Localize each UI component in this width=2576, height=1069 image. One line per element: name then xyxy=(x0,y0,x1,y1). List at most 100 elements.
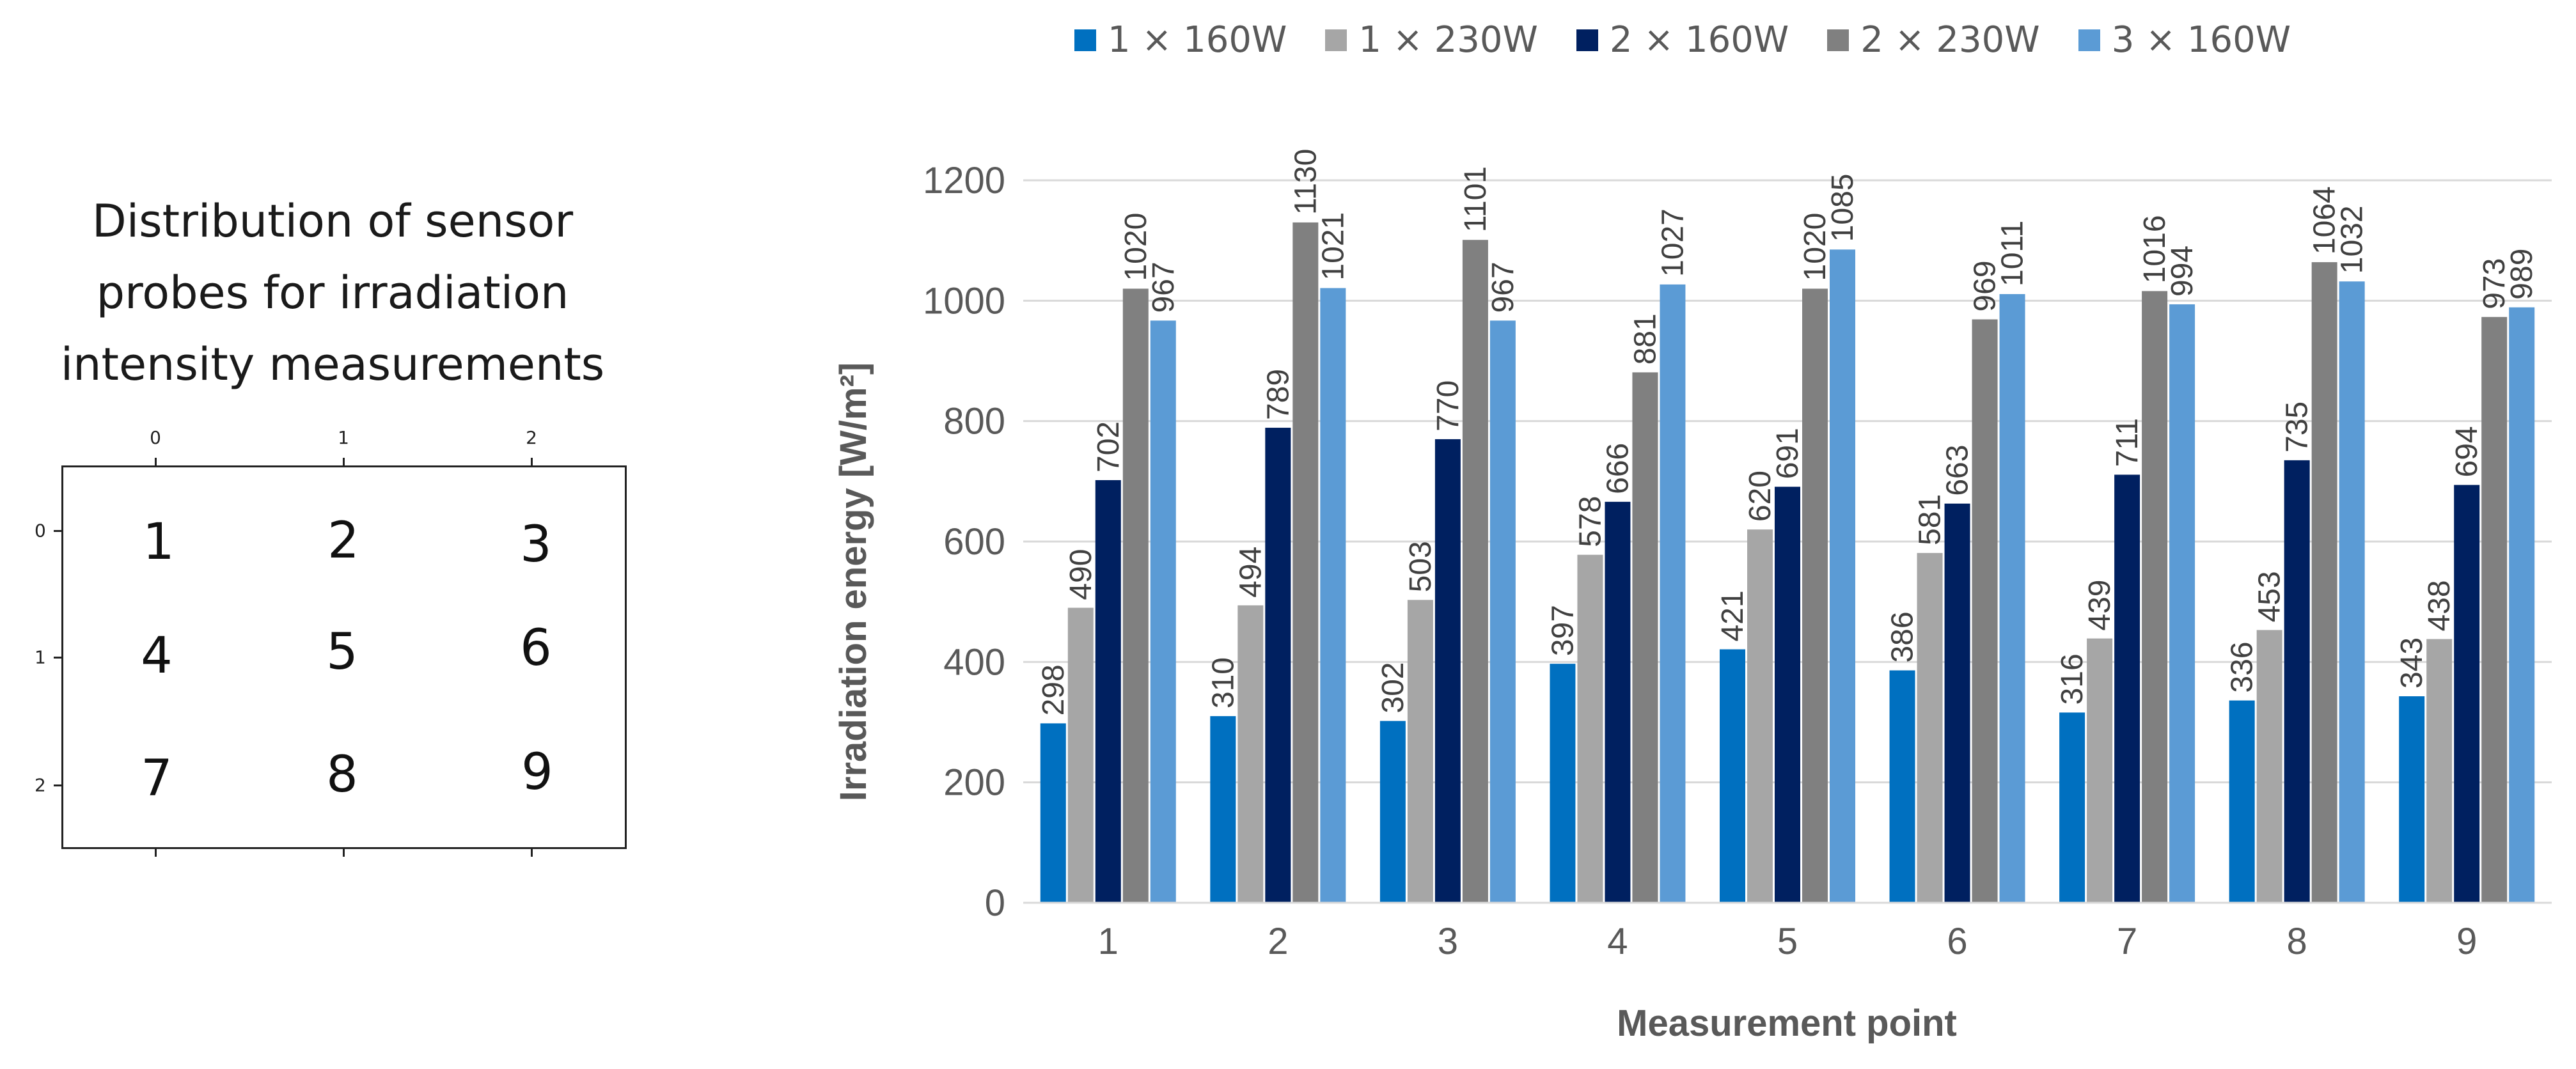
bar xyxy=(1462,240,1488,903)
sensor-point-5: 5 xyxy=(326,623,358,681)
data-label: 503 xyxy=(1404,541,1438,592)
bar xyxy=(2454,485,2480,903)
bar xyxy=(1775,487,1800,903)
data-label: 310 xyxy=(1206,657,1240,708)
data-label: 298 xyxy=(1037,664,1071,715)
data-label: 666 xyxy=(1601,443,1635,494)
sensor-point-7: 7 xyxy=(141,750,173,808)
bar xyxy=(1720,649,1745,903)
x-tick-label: 2 xyxy=(1268,921,1288,962)
sensor-point-9: 9 xyxy=(521,744,553,801)
data-label: 1027 xyxy=(1656,208,1690,277)
bar xyxy=(1265,428,1291,903)
x-tick-label: 3 xyxy=(1438,921,1458,962)
legend-swatch xyxy=(1827,29,1850,51)
data-label: 343 xyxy=(2395,637,2429,689)
bar xyxy=(1632,372,1658,903)
y-tick-label: 0 xyxy=(985,882,1005,924)
data-label: 578 xyxy=(1573,496,1607,547)
bar xyxy=(2256,630,2282,903)
bar xyxy=(1747,529,1773,903)
bar xyxy=(2114,474,2140,903)
bar xyxy=(2284,460,2310,903)
bar xyxy=(1210,716,1236,903)
y-tick-label: 400 xyxy=(943,641,1005,683)
layout-tick-mark xyxy=(54,657,61,659)
data-label: 1064 xyxy=(2308,186,2342,254)
layout-title: Distribution of sensor probes for irradi… xyxy=(45,185,620,400)
y-axis-title: Irradiation energy [W/m²] xyxy=(833,363,874,801)
data-label: 421 xyxy=(1716,590,1750,641)
layout-tick-mark xyxy=(531,458,533,465)
data-label: 1020 xyxy=(1119,213,1153,281)
layout-y-tick: 1 xyxy=(35,646,46,668)
data-label: 1016 xyxy=(2138,215,2172,283)
bar xyxy=(2426,639,2453,903)
sensor-point-2: 2 xyxy=(327,512,359,570)
bar xyxy=(1830,249,1855,903)
y-tick-label: 800 xyxy=(943,401,1005,442)
layout-tick-mark xyxy=(155,458,157,465)
y-tick-label: 1000 xyxy=(923,280,1005,322)
bar xyxy=(1917,552,1943,903)
data-label: 336 xyxy=(2226,642,2259,693)
bar xyxy=(1999,293,2025,903)
data-label: 620 xyxy=(1743,471,1777,522)
data-label: 302 xyxy=(1376,662,1410,714)
data-label: 694 xyxy=(2450,426,2484,477)
x-tick-label: 5 xyxy=(1777,921,1798,962)
bar xyxy=(1577,554,1603,903)
bar xyxy=(1320,288,1346,903)
data-label: 1020 xyxy=(1798,213,1832,281)
data-label: 494 xyxy=(1234,547,1268,598)
bar xyxy=(2339,281,2365,903)
data-label: 1021 xyxy=(1316,212,1350,281)
data-label: 438 xyxy=(2423,580,2456,631)
bar xyxy=(1660,284,1686,903)
legend-label: 1 × 230W xyxy=(1358,19,1538,61)
layout-tick-mark xyxy=(54,784,61,786)
data-label: 581 xyxy=(1913,494,1947,545)
data-label: 702 xyxy=(1092,421,1126,472)
layout-y-tick: 0 xyxy=(35,520,46,542)
legend-item: 1 × 160W xyxy=(1074,19,1287,61)
bar xyxy=(2229,700,2255,903)
data-label: 439 xyxy=(2083,580,2117,631)
data-label: 711 xyxy=(2110,418,2144,467)
legend-item: 1 × 230W xyxy=(1325,19,1538,61)
data-label: 994 xyxy=(2165,246,2199,297)
bar xyxy=(2509,307,2535,903)
sensor-point-4: 4 xyxy=(141,627,173,685)
legend-label: 2 × 230W xyxy=(1860,19,2040,61)
legend-swatch xyxy=(2078,29,2100,51)
sensor-point-1: 1 xyxy=(143,513,175,571)
data-label: 1011 xyxy=(1996,221,2030,286)
layout-x-tick: 0 xyxy=(150,427,161,448)
bar xyxy=(2087,638,2113,903)
data-label: 397 xyxy=(1546,605,1580,656)
data-label: 989 xyxy=(2505,249,2539,300)
x-tick-label: 1 xyxy=(1098,921,1119,962)
layout-tick-mark xyxy=(54,530,61,532)
data-label: 973 xyxy=(2478,258,2511,309)
data-label: 490 xyxy=(1064,549,1098,600)
data-label: 691 xyxy=(1771,428,1805,479)
legend-label: 2 × 160W xyxy=(1609,19,1789,61)
layout-tick-mark xyxy=(343,458,345,465)
x-tick-label: 6 xyxy=(1947,921,1967,962)
data-label: 967 xyxy=(1147,261,1181,313)
bar xyxy=(2481,316,2508,903)
x-tick-label: 4 xyxy=(1607,921,1628,962)
x-tick-label: 9 xyxy=(2456,921,2477,962)
bar xyxy=(1379,721,1406,903)
bar xyxy=(1040,723,1066,903)
data-label: 386 xyxy=(1886,611,1920,662)
bar xyxy=(2311,262,2337,903)
chart-legend: 1 × 160W 1 × 230W 2 × 160W 2 × 230W 3 × … xyxy=(1074,19,2291,61)
y-tick-label: 200 xyxy=(943,762,1005,804)
bar xyxy=(2399,696,2425,903)
legend-item: 3 × 160W xyxy=(2078,19,2291,61)
x-tick-label: 8 xyxy=(2287,921,2307,962)
